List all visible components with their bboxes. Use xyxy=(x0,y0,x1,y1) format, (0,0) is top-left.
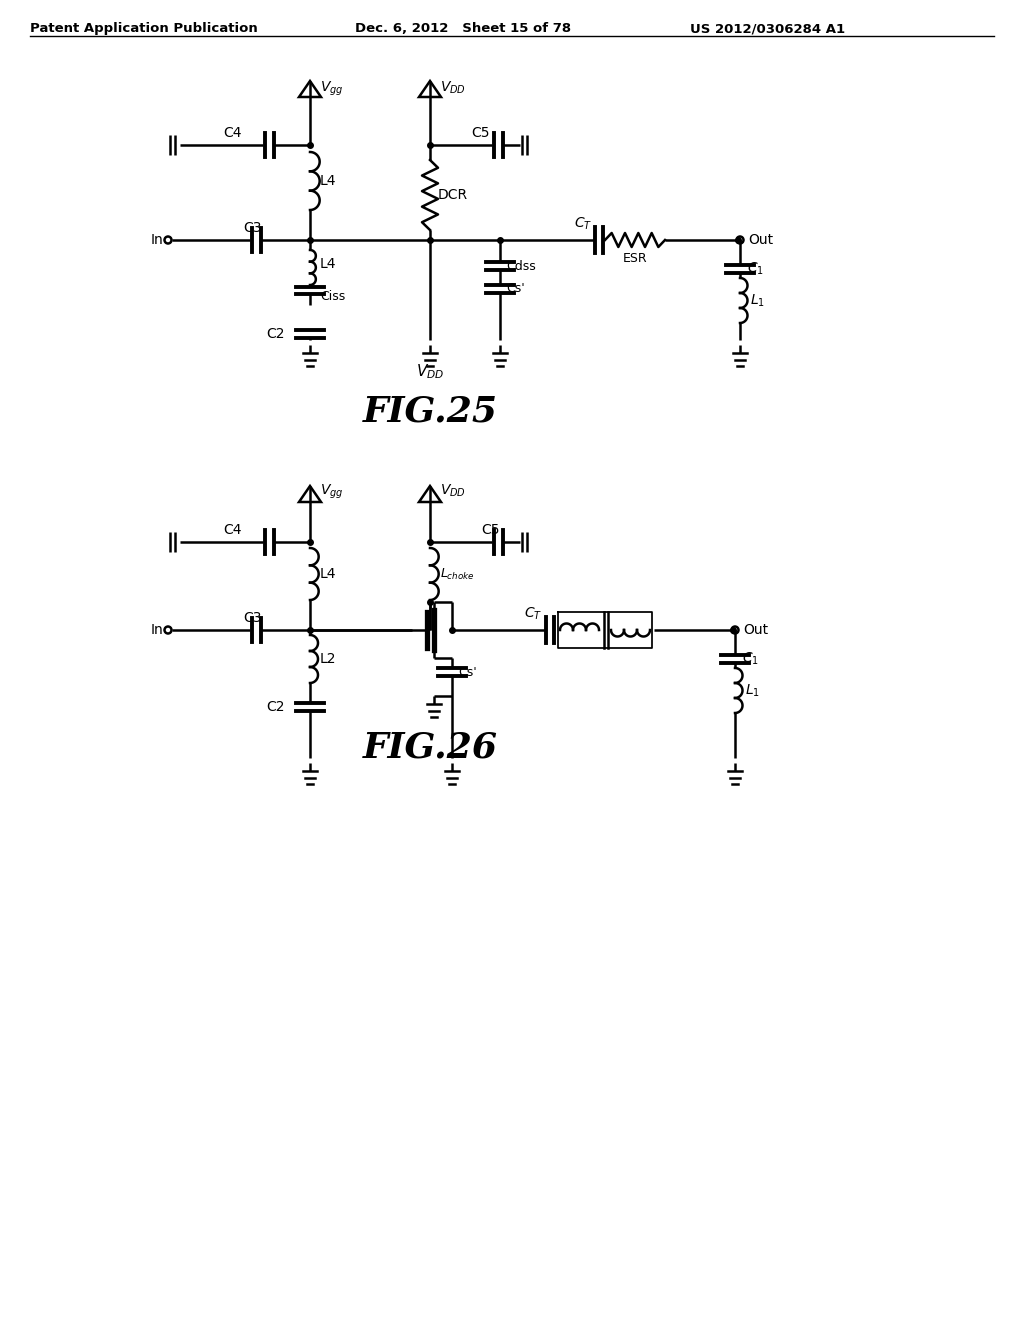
Text: C2: C2 xyxy=(266,700,285,714)
Text: Cdss: Cdss xyxy=(506,260,536,272)
Text: $L_1$: $L_1$ xyxy=(745,682,760,698)
Text: ESR: ESR xyxy=(623,252,647,265)
Text: $V_{DD}$: $V_{DD}$ xyxy=(440,81,466,96)
Text: $C_T$: $C_T$ xyxy=(573,215,592,232)
Text: C2: C2 xyxy=(266,327,285,341)
Text: C3: C3 xyxy=(243,220,261,235)
Text: DCR: DCR xyxy=(438,187,468,202)
Text: C4: C4 xyxy=(224,523,243,537)
Text: In: In xyxy=(151,623,163,638)
Text: $C_T$: $C_T$ xyxy=(523,606,542,622)
Text: $C_1$: $C_1$ xyxy=(742,651,759,667)
Text: FIG.25: FIG.25 xyxy=(362,395,498,429)
Text: $C_1$: $C_1$ xyxy=(746,261,764,277)
Text: Ciss: Ciss xyxy=(319,290,345,304)
Text: $L_1$: $L_1$ xyxy=(750,292,765,309)
Text: C5: C5 xyxy=(471,125,489,140)
Text: Cs': Cs' xyxy=(458,665,477,678)
Text: Dec. 6, 2012   Sheet 15 of 78: Dec. 6, 2012 Sheet 15 of 78 xyxy=(355,22,571,36)
Text: L4: L4 xyxy=(319,174,337,187)
Text: L4: L4 xyxy=(319,257,337,272)
Text: L2: L2 xyxy=(319,652,337,667)
Text: FIG.26: FIG.26 xyxy=(362,730,498,764)
Text: C3: C3 xyxy=(243,611,261,624)
Text: Patent Application Publication: Patent Application Publication xyxy=(30,22,258,36)
Text: $V_{gg}$: $V_{gg}$ xyxy=(319,81,343,98)
Text: Cs': Cs' xyxy=(506,282,524,296)
Text: $V_{DD}$: $V_{DD}$ xyxy=(440,483,466,499)
Text: $V_{DD}$: $V_{DD}$ xyxy=(416,362,444,380)
Text: C4: C4 xyxy=(224,125,243,140)
Text: Out: Out xyxy=(748,234,773,247)
Text: US 2012/0306284 A1: US 2012/0306284 A1 xyxy=(690,22,845,36)
Text: C5: C5 xyxy=(480,523,500,537)
Text: $V_{gg}$: $V_{gg}$ xyxy=(319,483,343,502)
Text: Out: Out xyxy=(743,623,768,638)
Text: In: In xyxy=(151,234,163,247)
Text: $L_{choke}$: $L_{choke}$ xyxy=(440,566,475,582)
Text: L4: L4 xyxy=(319,568,337,581)
